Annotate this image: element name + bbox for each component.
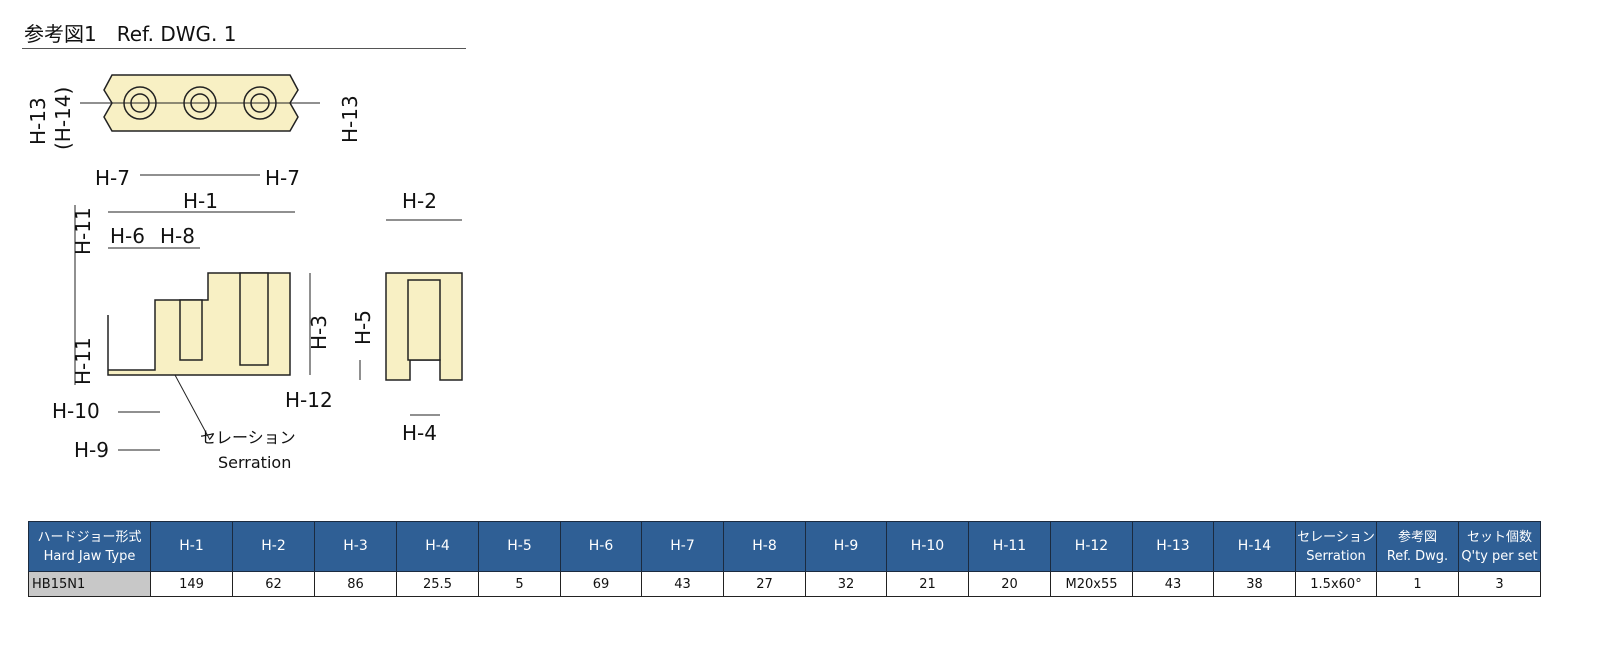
drawing-title: 参考図1 Ref. DWG. 1 [24,22,237,46]
label-h13: H-13 [26,97,50,145]
column-header-en: Q'ty per set [1461,548,1538,564]
label-h6: H-6 [110,224,145,248]
column-header-en: Serration [1306,548,1366,564]
column-header: H-1 [150,521,233,572]
label-h5: H-5 [351,310,375,345]
column-header: 参考図 Ref. Dwg. [1376,521,1459,572]
column-header: H-8 [723,521,806,572]
column-header: ハードジョー形式 Hard Jaw Type [28,521,151,572]
column-header: H-6 [560,521,642,572]
title-divider [22,48,466,49]
label-h14: (H-14) [51,87,75,150]
label-h11-top: H-11 [71,207,95,255]
table-cell: 20 [968,571,1051,597]
label-h13-right: H-13 [338,95,362,143]
table-cell: 38 [1213,571,1296,597]
spec-table: ハードジョー形式 Hard Jaw Type H-1 H-2 H-3 H-4 H-5 H-6 H… [28,521,1541,597]
column-header: H-9 [805,521,887,572]
table-cell: M20x55 [1050,571,1133,597]
table-cell: 69 [560,571,642,597]
column-header-en: H-11 [992,538,1027,554]
column-header-en: H-7 [670,538,695,554]
column-header: H-2 [232,521,315,572]
reference-drawing: H-13 (H-14) H-13 H-7 H-7 H-1 H-2 H-11 H-… [26,74,463,472]
label-h9: H-9 [74,438,109,462]
table-cell: 27 [723,571,806,597]
label-h7-left: H-7 [95,166,130,190]
label-h1: H-1 [183,189,218,213]
column-header-en: H-4 [425,538,450,554]
column-header: セレーション Serration [1295,521,1377,572]
column-header: セット個数 Q'ty per set [1458,521,1541,572]
label-h7-right: H-7 [265,166,300,190]
table-cell: 25.5 [396,571,479,597]
column-header-en: H-5 [507,538,532,554]
column-header-jp: セット個数 [1466,529,1532,545]
column-header: H-13 [1132,521,1214,572]
column-header: H-7 [641,521,724,572]
column-header-en: H-2 [261,538,286,554]
table-cell: 149 [150,571,233,597]
table-cell: 43 [641,571,724,597]
column-header-jp: ハードジョー形式 [37,529,142,545]
label-h2: H-2 [402,189,437,213]
column-header-en: H-9 [833,538,859,554]
table-cell: 21 [886,571,969,597]
column-header-jp: セレーション [1297,529,1375,545]
column-header: H-11 [968,521,1051,572]
label-h11-bottom: H-11 [71,337,95,385]
column-header: H-12 [1050,521,1133,572]
column-header-en: H-14 [1237,538,1272,554]
label-h10: H-10 [52,399,100,423]
table-cell: 62 [232,571,315,597]
table-cell: 1 [1376,571,1459,597]
column-header: H-10 [886,521,969,572]
table-cell: 86 [314,571,397,597]
label-h8: H-8 [160,224,195,248]
column-header-en: H-8 [752,538,777,554]
table-cell: 43 [1132,571,1214,597]
table-cell: 3 [1458,571,1541,597]
label-h3: H-3 [307,315,331,350]
column-header-en: H-12 [1074,538,1109,554]
label-serration-jp: セレーション [200,428,296,447]
column-header-en: H-3 [343,538,368,554]
column-header-en: Ref. Dwg. [1386,548,1449,564]
label-h12: H-12 [285,388,333,412]
label-serration-en: Serration [218,453,291,472]
column-header-en: Hard Jaw Type [43,548,136,564]
column-header: H-3 [314,521,397,572]
table-header-row: ハードジョー形式 Hard Jaw Type H-1 H-2 H-3 H-4 H-5 H-6 H… [28,521,1541,572]
column-header-en: H-10 [910,538,945,554]
table-cell: 1.5x60° [1295,571,1377,597]
column-header-en: H-13 [1156,538,1190,554]
column-header: H-5 [478,521,561,572]
column-header-jp: 参考図 [1397,529,1437,545]
table-cell: 32 [805,571,887,597]
table-cell: 5 [478,571,561,597]
jaw-type-cell: HB15N1 [28,571,151,597]
column-header-en: H-6 [588,538,614,554]
column-header: H-14 [1213,521,1296,572]
column-header-en: H-1 [179,538,204,554]
table-row: HB15N1 149 62 86 25.5 5 69 43 27 32 21 20 M20x55 43 38… [28,571,1541,597]
label-h4: H-4 [402,421,437,445]
column-header: H-4 [396,521,479,572]
